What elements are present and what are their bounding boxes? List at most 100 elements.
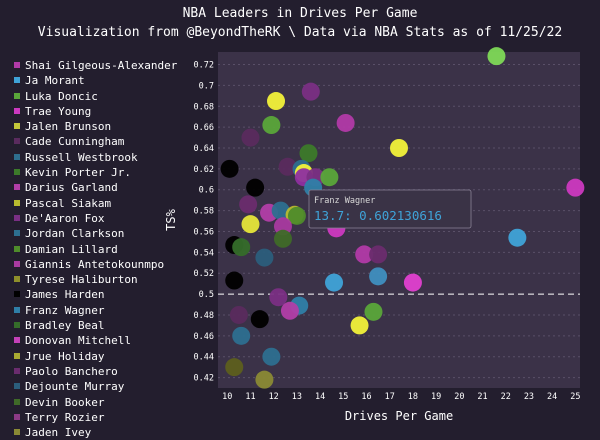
legend-item: Ja Morant [14, 73, 177, 88]
legend-label: Terry Rozier [25, 410, 105, 424]
y-tick-label: 0.68 [194, 102, 214, 112]
legend-swatch [14, 153, 20, 160]
legend-label: Dejounte Murray [25, 380, 125, 394]
legend-swatch [14, 230, 20, 237]
y-tick-label: 0.5 [199, 290, 214, 300]
y-tick-label: 0.64 [194, 144, 214, 154]
legend-swatch [14, 62, 20, 68]
chart-subtitle: Visualization from @BeyondTheRK \ Data v… [37, 25, 563, 40]
legend-item: Russell Westbrook [14, 150, 177, 165]
data-point [278, 157, 297, 176]
legend-label: Cade Cunningham [25, 135, 125, 149]
tooltip-name: Franz Wagner [314, 196, 375, 206]
data-point [241, 215, 260, 234]
data-point [355, 245, 374, 264]
data-point [390, 139, 408, 157]
x-tick-label: 17 [385, 392, 395, 402]
data-point [271, 201, 290, 220]
legend-swatch [14, 276, 20, 283]
legend-label: Pascal Siakam [25, 196, 112, 210]
x-tick-label: 13 [292, 392, 302, 402]
x-axis-label: Drives Per Game [345, 409, 453, 423]
legend-swatch [14, 169, 20, 176]
data-point [336, 113, 355, 132]
legend-label: James Harden [25, 288, 105, 302]
x-tick-label: 19 [431, 392, 441, 402]
x-tick-label: 23 [524, 392, 534, 402]
x-tick-label: 10 [222, 392, 232, 402]
data-point [262, 116, 281, 135]
y-tick-label: 0.48 [194, 311, 214, 321]
x-tick-label: 14 [315, 392, 325, 402]
tooltip-box [308, 189, 472, 229]
legend-label: Damian Lillard [25, 242, 118, 256]
legend-label: Shai Gilgeous-Alexander [25, 59, 178, 72]
data-point [225, 358, 244, 377]
data-point [232, 238, 251, 257]
data-point [369, 267, 388, 286]
y-tick-label: 0.6 [199, 186, 214, 196]
y-tick-label: 0.42 [194, 374, 214, 384]
data-point [225, 271, 244, 290]
legend-swatch [14, 92, 20, 99]
x-tick-label: 12 [269, 392, 279, 402]
legend-label: Luka Doncic [25, 89, 98, 103]
legend-swatch [14, 260, 20, 267]
legend-swatch [14, 322, 20, 329]
legend-label: Jalen Brunson [25, 120, 112, 134]
data-point [487, 47, 506, 66]
y-tick-label: 0.66 [194, 123, 214, 133]
y-tick-label: 0.56 [194, 227, 214, 237]
data-point [350, 316, 369, 335]
legend-label: Russell Westbrook [25, 150, 138, 164]
legend-item: Donovan Mitchell [14, 333, 177, 348]
legend-swatch [14, 138, 20, 145]
x-tick-label: 24 [547, 392, 557, 402]
data-point [232, 326, 251, 345]
legend-item: Kevin Porter Jr. [14, 165, 177, 180]
legend-label: Paolo Banchero [25, 364, 118, 378]
data-point [508, 228, 527, 247]
legend-swatch [14, 337, 20, 344]
y-tick-label: 0.62 [194, 165, 214, 175]
data-point [241, 128, 260, 147]
legend-item: Jalen Brunson [14, 119, 177, 134]
legend-swatch [14, 184, 20, 191]
legend-item: Damian Lillard [14, 242, 177, 257]
x-tick-label: 25 [570, 392, 580, 402]
legend-item: Cade Cunningham [14, 134, 177, 149]
legend-swatch [14, 245, 20, 252]
legend: Shai Gilgeous-Alexander Ja Morant Luka Don… [14, 58, 177, 440]
chart-title: NBA Leaders in Drives Per Game [182, 6, 418, 21]
legend-item: Pascal Siakam [14, 196, 177, 211]
legend-item: De'Aaron Fox [14, 211, 177, 226]
legend-swatch [14, 77, 20, 84]
data-point [273, 229, 292, 248]
y-tick-label: 0.72 [194, 61, 214, 71]
data-point [229, 305, 248, 324]
legend-swatch [14, 367, 20, 374]
data-point [239, 195, 258, 214]
legend-item: Luka Doncic [14, 89, 177, 104]
data-point [280, 301, 299, 320]
legend-label: Devin Booker [25, 395, 105, 409]
data-point [403, 273, 422, 292]
legend-item: Franz Wagner [14, 303, 177, 318]
legend-swatch [14, 291, 20, 298]
data-point [246, 178, 265, 197]
x-tick-label: 22 [501, 392, 511, 402]
legend-swatch [14, 352, 20, 359]
legend-label: Giannis Antetokounmpo [25, 257, 165, 271]
legend-item: Dejounte Murray [14, 379, 177, 394]
data-point [364, 302, 383, 321]
legend-swatch [14, 199, 20, 206]
legend-item: Devin Booker [14, 395, 177, 410]
x-tick-label: 11 [245, 392, 255, 402]
y-tick-label: 0.44 [194, 353, 214, 363]
y-tick-label: 0.58 [194, 207, 214, 217]
data-point [220, 159, 239, 178]
legend-swatch [14, 214, 20, 221]
legend-swatch [14, 123, 20, 130]
data-point [273, 217, 292, 236]
legend-item: Bradley Beal [14, 318, 177, 333]
